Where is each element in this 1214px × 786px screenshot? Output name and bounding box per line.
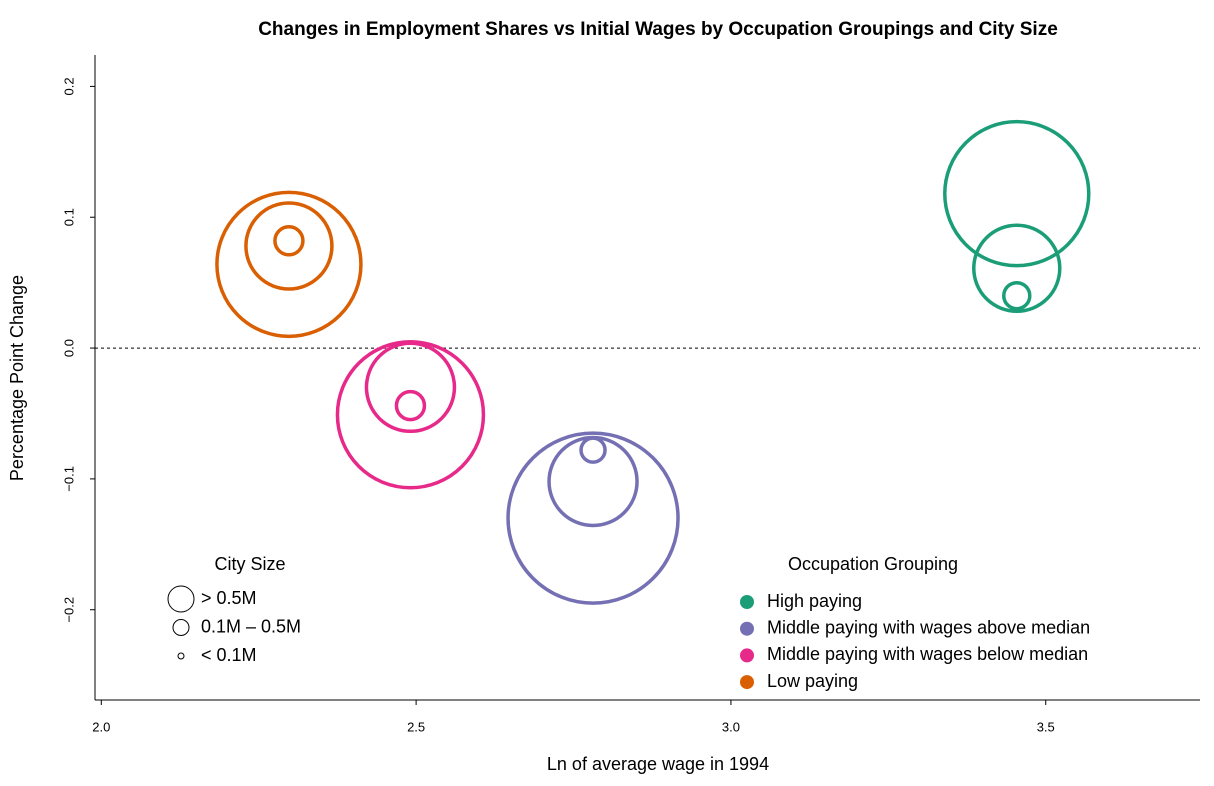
x-tick-label: 2.5 — [407, 719, 425, 734]
y-tick-label: −0.1 — [61, 466, 76, 492]
size-legend-title: City Size — [214, 554, 285, 574]
size-legend-symbol — [172, 619, 190, 636]
legend-label: High paying — [767, 591, 862, 611]
legend-symbol — [740, 621, 754, 636]
bubble — [547, 435, 639, 528]
legend-label: Low paying — [767, 671, 858, 691]
y-tick-label: 0.1 — [61, 208, 76, 226]
bubble — [273, 225, 305, 257]
y-tick-label: −0.2 — [61, 597, 76, 623]
size-legend-label: < 0.1M — [201, 645, 257, 665]
legend-symbol — [740, 595, 754, 609]
x-axis-label: Ln of average wage in 1994 — [547, 754, 769, 774]
bubble — [364, 341, 457, 434]
size-legend-label: > 0.5M — [201, 588, 257, 608]
size-legend-symbol — [177, 652, 185, 660]
bubble — [506, 431, 680, 605]
legend-label: Middle paying with wages above median — [767, 617, 1090, 637]
bubble — [335, 340, 486, 490]
bubble — [1002, 280, 1032, 311]
legend-symbol — [740, 648, 754, 663]
x-tick-label: 3.5 — [1037, 719, 1055, 734]
size-legend-label: 0.1M – 0.5M — [201, 616, 301, 636]
bubble — [244, 201, 334, 291]
y-tick-label: 0.0 — [61, 339, 76, 357]
y-axis-label: Percentage Point Change — [7, 275, 27, 481]
bubble — [579, 436, 607, 464]
chart-title: Changes in Employment Shares vs Initial … — [258, 19, 1058, 40]
bubble — [943, 119, 1091, 268]
legend-title: Occupation Grouping — [788, 554, 958, 574]
x-tick-label: 2.0 — [92, 719, 110, 734]
legend-label: Middle paying with wages below median — [767, 644, 1088, 664]
legend-symbol — [740, 675, 754, 690]
x-tick-label: 3.0 — [722, 719, 740, 734]
y-tick-label: 0.2 — [61, 77, 76, 95]
bubble — [394, 389, 427, 422]
bubble — [972, 223, 1062, 314]
size-legend-symbol — [167, 585, 195, 613]
bubble — [215, 190, 363, 339]
